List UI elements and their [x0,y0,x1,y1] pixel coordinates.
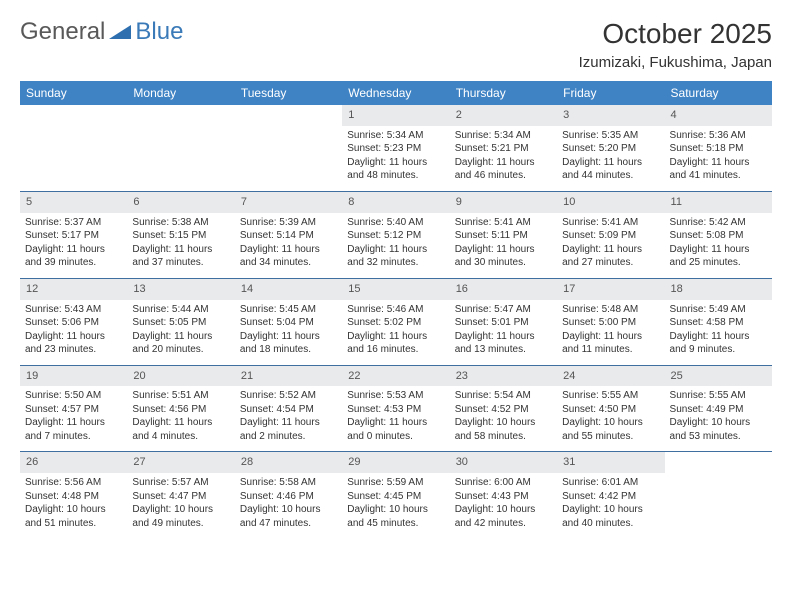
day-header: Wednesday [342,81,449,105]
day-info-cell [665,473,772,538]
day-info-cell: Sunrise: 5:34 AMSunset: 5:23 PMDaylight:… [342,126,449,192]
logo-triangle-icon [109,23,131,41]
day-info-cell: Sunrise: 5:37 AMSunset: 5:17 PMDaylight:… [20,213,127,279]
day-info-cell: Sunrise: 5:46 AMSunset: 5:02 PMDaylight:… [342,300,449,366]
day-number-cell: 5 [20,191,127,212]
day-number-cell: 12 [20,278,127,299]
day-number-cell: 30 [450,452,557,473]
day-number-cell: 26 [20,452,127,473]
day-info-cell: Sunrise: 5:36 AMSunset: 5:18 PMDaylight:… [665,126,772,192]
day-number-cell: 29 [342,452,449,473]
logo-text-1: General [20,18,105,46]
day-header: Monday [127,81,234,105]
day-info-cell: Sunrise: 5:48 AMSunset: 5:00 PMDaylight:… [557,300,664,366]
day-header: Thursday [450,81,557,105]
day-header: Saturday [665,81,772,105]
day-info-cell: Sunrise: 5:43 AMSunset: 5:06 PMDaylight:… [20,300,127,366]
day-number-cell [127,105,234,126]
day-number-cell [665,452,772,473]
calendar-head: SundayMondayTuesdayWednesdayThursdayFrid… [20,81,772,105]
day-number-cell: 19 [20,365,127,386]
day-info-cell: Sunrise: 5:45 AMSunset: 5:04 PMDaylight:… [235,300,342,366]
day-info-cell: Sunrise: 5:34 AMSunset: 5:21 PMDaylight:… [450,126,557,192]
logo-text-2: Blue [135,18,183,46]
day-number-cell: 17 [557,278,664,299]
day-number-cell: 18 [665,278,772,299]
day-number-cell: 15 [342,278,449,299]
day-info-cell: Sunrise: 5:47 AMSunset: 5:01 PMDaylight:… [450,300,557,366]
day-number-cell: 2 [450,105,557,126]
day-number-cell: 14 [235,278,342,299]
day-number-cell: 31 [557,452,664,473]
calendar-table: SundayMondayTuesdayWednesdayThursdayFrid… [20,81,772,538]
day-info-cell: Sunrise: 5:41 AMSunset: 5:09 PMDaylight:… [557,213,664,279]
day-number-cell: 9 [450,191,557,212]
page-header: General Blue October 2025 Izumizaki, Fuk… [20,18,772,71]
day-number-cell: 21 [235,365,342,386]
day-number-cell: 6 [127,191,234,212]
logo: General Blue [20,18,183,46]
month-title: October 2025 [579,18,772,50]
day-info-cell: Sunrise: 5:53 AMSunset: 4:53 PMDaylight:… [342,386,449,452]
day-number-cell: 16 [450,278,557,299]
day-info-cell: Sunrise: 5:54 AMSunset: 4:52 PMDaylight:… [450,386,557,452]
day-info-cell: Sunrise: 5:44 AMSunset: 5:05 PMDaylight:… [127,300,234,366]
day-number-cell: 28 [235,452,342,473]
day-number-cell: 25 [665,365,772,386]
day-info-cell: Sunrise: 5:41 AMSunset: 5:11 PMDaylight:… [450,213,557,279]
day-number-cell: 3 [557,105,664,126]
day-number-cell [20,105,127,126]
day-number-cell: 22 [342,365,449,386]
day-header: Sunday [20,81,127,105]
day-info-cell: Sunrise: 6:01 AMSunset: 4:42 PMDaylight:… [557,473,664,538]
day-info-cell: Sunrise: 5:50 AMSunset: 4:57 PMDaylight:… [20,386,127,452]
day-number-cell: 23 [450,365,557,386]
day-info-cell: Sunrise: 5:57 AMSunset: 4:47 PMDaylight:… [127,473,234,538]
day-header: Tuesday [235,81,342,105]
day-info-cell: Sunrise: 5:55 AMSunset: 4:50 PMDaylight:… [557,386,664,452]
day-info-cell: Sunrise: 5:58 AMSunset: 4:46 PMDaylight:… [235,473,342,538]
day-number-cell: 27 [127,452,234,473]
calendar-body: 1234Sunrise: 5:34 AMSunset: 5:23 PMDayli… [20,105,772,538]
day-number-cell: 24 [557,365,664,386]
day-info-cell: Sunrise: 5:59 AMSunset: 4:45 PMDaylight:… [342,473,449,538]
title-block: October 2025 Izumizaki, Fukushima, Japan [579,18,772,71]
day-number-cell: 4 [665,105,772,126]
day-number-cell: 7 [235,191,342,212]
day-number-cell: 10 [557,191,664,212]
day-number-cell: 8 [342,191,449,212]
day-info-cell: Sunrise: 5:51 AMSunset: 4:56 PMDaylight:… [127,386,234,452]
day-info-cell: Sunrise: 5:38 AMSunset: 5:15 PMDaylight:… [127,213,234,279]
day-info-cell: Sunrise: 5:39 AMSunset: 5:14 PMDaylight:… [235,213,342,279]
day-number-cell: 11 [665,191,772,212]
day-info-cell: Sunrise: 5:49 AMSunset: 4:58 PMDaylight:… [665,300,772,366]
day-number-cell [235,105,342,126]
day-info-cell: Sunrise: 5:40 AMSunset: 5:12 PMDaylight:… [342,213,449,279]
day-info-cell: Sunrise: 5:35 AMSunset: 5:20 PMDaylight:… [557,126,664,192]
day-info-cell: Sunrise: 6:00 AMSunset: 4:43 PMDaylight:… [450,473,557,538]
location: Izumizaki, Fukushima, Japan [579,54,772,71]
day-info-cell [235,126,342,192]
day-number-cell: 20 [127,365,234,386]
day-number-cell: 1 [342,105,449,126]
day-info-cell: Sunrise: 5:42 AMSunset: 5:08 PMDaylight:… [665,213,772,279]
day-header: Friday [557,81,664,105]
day-number-cell: 13 [127,278,234,299]
day-info-cell: Sunrise: 5:52 AMSunset: 4:54 PMDaylight:… [235,386,342,452]
day-info-cell [127,126,234,192]
day-info-cell [20,126,127,192]
day-info-cell: Sunrise: 5:55 AMSunset: 4:49 PMDaylight:… [665,386,772,452]
day-info-cell: Sunrise: 5:56 AMSunset: 4:48 PMDaylight:… [20,473,127,538]
